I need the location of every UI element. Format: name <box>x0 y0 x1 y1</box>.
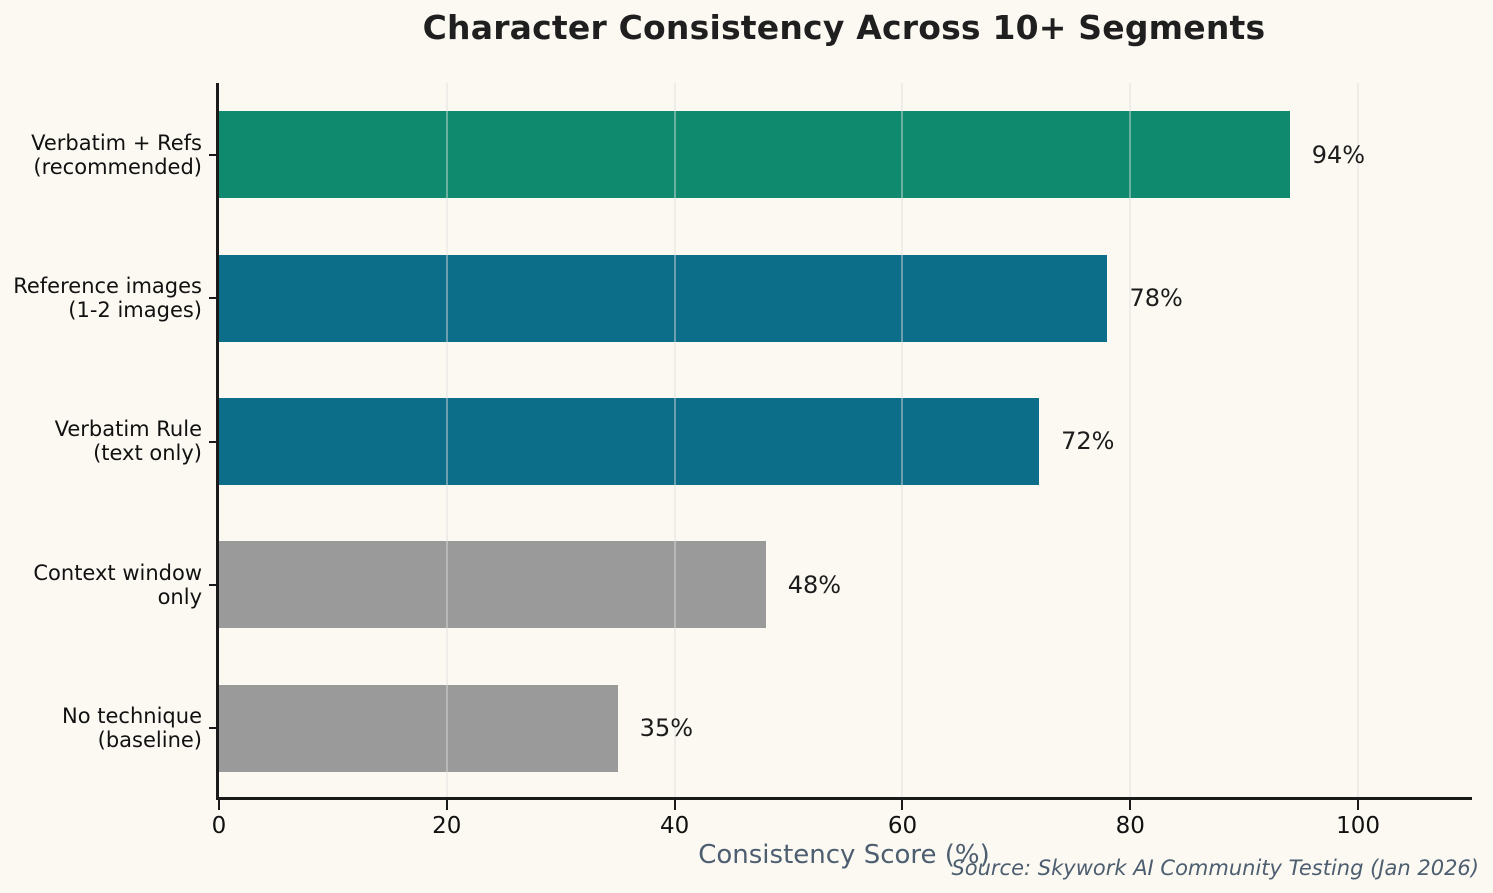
bar-row: 94% <box>219 83 1472 226</box>
bar-row: 35% <box>219 657 1472 800</box>
x-tick-label: 20 <box>432 813 462 839</box>
category-label: Verbatim Rule (text only) <box>54 417 202 466</box>
x-axis-title: Consistency Score (%) <box>698 840 990 870</box>
y-tick-mark <box>209 440 216 443</box>
y-tick-mark <box>209 153 216 156</box>
y-axis-labels: Verbatim + Refs (recommended) Reference i… <box>0 83 202 800</box>
x-tick-label: 60 <box>887 813 918 839</box>
category-label: No technique (baseline) <box>62 704 202 753</box>
x-tick-mark <box>218 800 220 810</box>
bar-value-label: 48% <box>787 570 842 599</box>
source-note: Source: Skywork AI Community Testing (Ja… <box>951 856 1479 880</box>
bar-value-label: 35% <box>639 714 694 743</box>
gridline <box>673 83 676 797</box>
bar <box>219 254 1108 342</box>
gridline <box>1129 83 1132 797</box>
bar <box>219 541 766 629</box>
plot-area: 94% 78% 72% 48% 35% 0 20 40 60 80 100 <box>209 83 1472 839</box>
y-tick-mark <box>209 297 216 300</box>
bar <box>219 684 618 772</box>
x-tick-mark <box>673 800 676 810</box>
y-tick-mark <box>209 727 216 730</box>
category-label: Verbatim + Refs (recommended) <box>31 130 202 179</box>
x-tick-label: 40 <box>659 813 690 839</box>
bar-value-label: 94% <box>1311 140 1366 169</box>
bar-value-label: 78% <box>1129 284 1183 313</box>
x-tick-mark <box>1129 800 1132 810</box>
x-tick-label: 100 <box>1336 813 1381 839</box>
gridline <box>901 83 904 797</box>
bar <box>219 397 1040 485</box>
x-tick-label: 80 <box>1115 813 1145 839</box>
x-tick-label: 0 <box>211 813 227 839</box>
bar <box>219 111 1290 199</box>
x-tick-mark <box>901 800 904 810</box>
category-label: Context window only <box>33 560 202 609</box>
x-tick-mark <box>445 800 448 810</box>
bar-row: 72% <box>219 370 1472 513</box>
y-tick-mark <box>209 583 216 586</box>
category-label: Reference images (1-2 images) <box>13 273 202 323</box>
bar-row: 48% <box>219 513 1472 656</box>
x-tick-mark <box>1357 800 1360 810</box>
gridline <box>1357 83 1360 797</box>
gridline <box>445 83 448 797</box>
chart-title: Character Consistency Across 10+ Segment… <box>422 8 1266 47</box>
bar-value-label: 72% <box>1061 427 1115 456</box>
bar-row: 78% <box>219 226 1472 369</box>
